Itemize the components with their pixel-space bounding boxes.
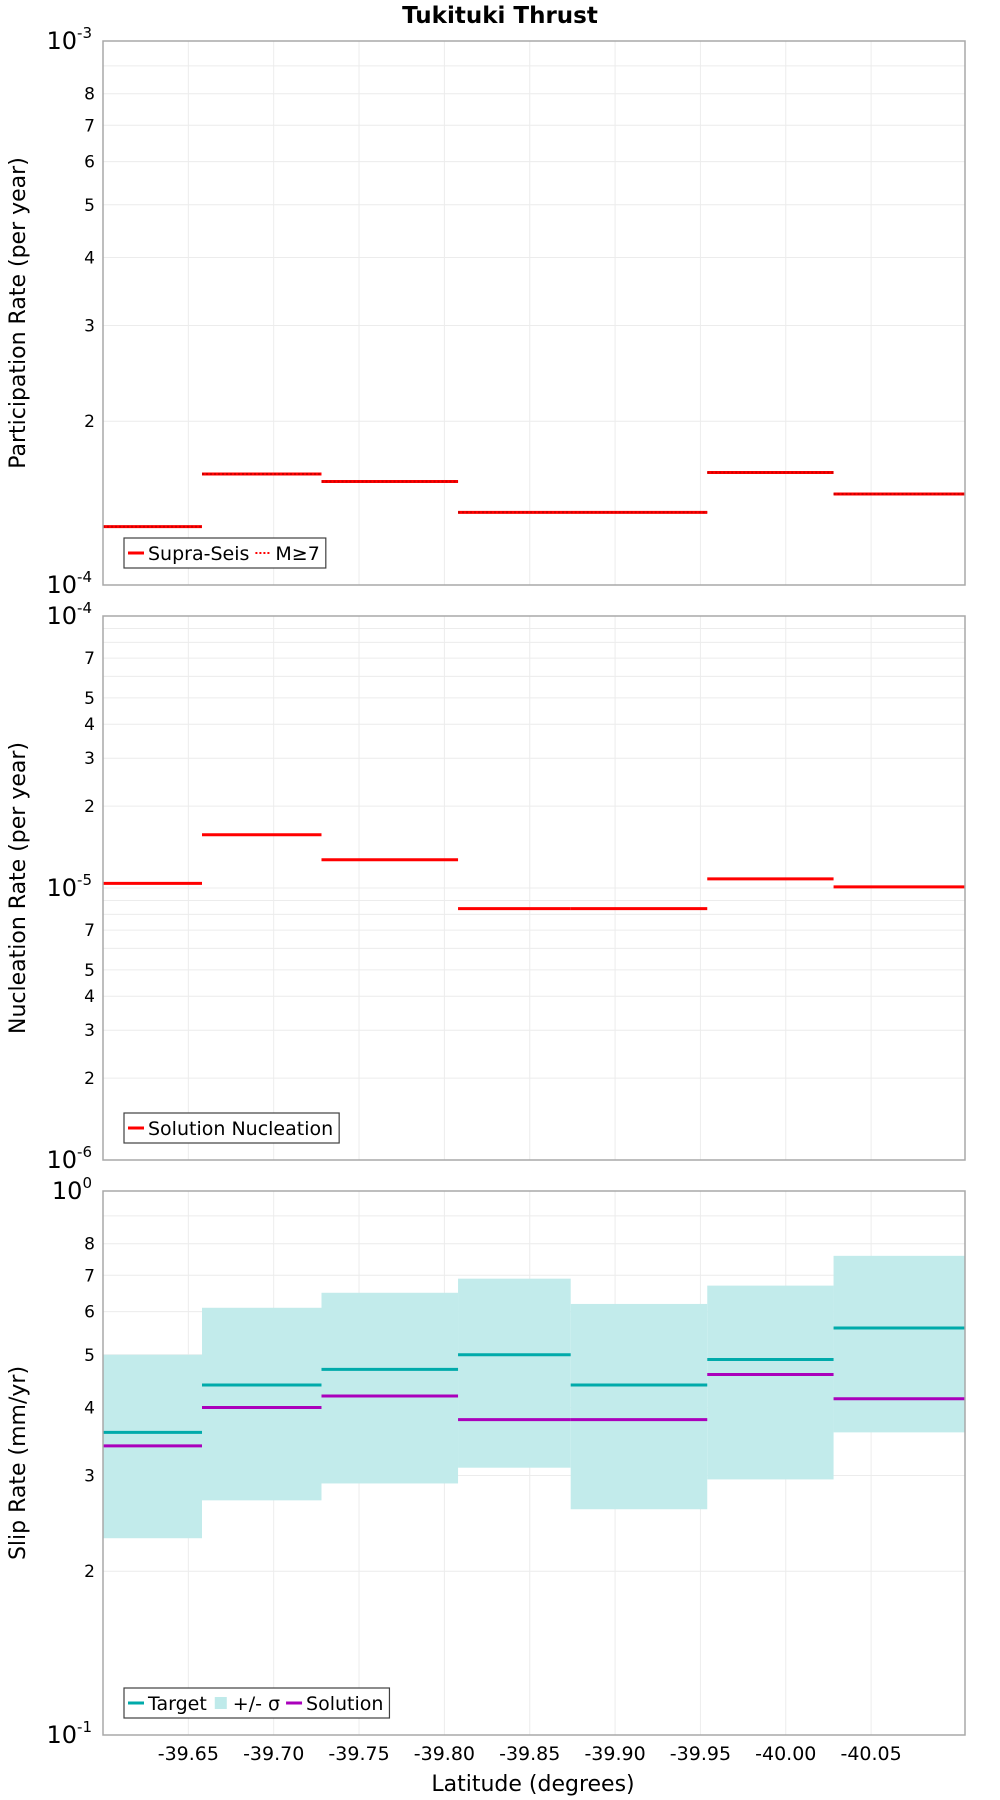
y-tick-label: 7 xyxy=(84,1266,95,1286)
x-axis-label: Latitude (degrees) xyxy=(431,1772,634,1797)
legend: Supra-Seis M≥7 xyxy=(123,537,327,569)
x-ticks: -39.65 -39.70 -39.75 -39.80 -39.85 -39.90 -39.… xyxy=(158,1743,902,1765)
legend-frame xyxy=(123,1687,391,1719)
x-tick-label: -39.80 xyxy=(414,1743,475,1765)
y-tick-label: 7 xyxy=(84,116,95,136)
legend-swatch xyxy=(214,1697,227,1709)
x-tick-label: -39.75 xyxy=(328,1743,389,1765)
y-decade-label: 10-6 xyxy=(46,1143,92,1174)
series-solution xyxy=(103,1372,965,1448)
y-tick-label: 4 xyxy=(84,715,95,735)
legend-label-m-7: M≥7 xyxy=(275,543,319,565)
sigma-band-segment xyxy=(202,1307,322,1501)
x-tick-label: -39.90 xyxy=(584,1743,645,1765)
y-decade-label: 10-1 xyxy=(46,1718,92,1749)
x-tick-label: -39.70 xyxy=(243,1743,304,1765)
series-m-7 xyxy=(103,471,965,528)
decade-exponent: 0 xyxy=(82,1174,92,1192)
legend: Target +/- σ Solution xyxy=(123,1687,391,1719)
legend-label-solution-nucleation: Solution Nucleation xyxy=(148,1118,333,1140)
sigma-band-segment xyxy=(570,1303,708,1510)
decade-base: 10 xyxy=(46,27,77,55)
y-axis-label: Nucleation Rate (per year) xyxy=(6,742,31,1034)
y-axis-label: Participation Rate (per year) xyxy=(6,157,31,469)
decade-exponent: -1 xyxy=(77,1718,92,1736)
legend-frame xyxy=(123,1112,340,1144)
y-tick-label: 2 xyxy=(84,1562,95,1582)
decade-base: 10 xyxy=(46,571,77,599)
y-tick-label: 2 xyxy=(84,412,95,432)
y-axis-label: Slip Rate (mm/yr) xyxy=(6,1366,31,1560)
decade-base: 10 xyxy=(46,1146,77,1174)
legend-label-target: Target xyxy=(147,1693,207,1715)
decade-exponent: -3 xyxy=(77,24,92,42)
x-tick-label: -39.65 xyxy=(158,1743,219,1765)
y-tick-label: 5 xyxy=(84,961,95,981)
x-tick-label: -39.95 xyxy=(670,1743,731,1765)
y-tick-label: 7 xyxy=(84,649,95,669)
series-target xyxy=(103,1326,965,1434)
y-tick-label: 5 xyxy=(84,1346,95,1366)
sigma-band-segment xyxy=(458,1278,571,1468)
decade-exponent: -4 xyxy=(77,568,92,586)
y-tick-label: 7 xyxy=(84,921,95,941)
sigma-band-segment xyxy=(707,1285,834,1480)
decade-exponent: -5 xyxy=(77,871,92,889)
plot-frame xyxy=(102,615,966,1161)
gridlines xyxy=(103,616,965,1161)
y-tick-label: 3 xyxy=(84,1466,95,1486)
y-tick-label: 4 xyxy=(84,987,95,1007)
decade-base: 10 xyxy=(46,1721,77,1749)
x-tick-label: -40.05 xyxy=(840,1743,901,1765)
sigma-band-segment xyxy=(321,1292,459,1484)
y-decade-label: 10-3 xyxy=(46,24,92,55)
decade-base: 10 xyxy=(52,1177,83,1205)
y-decade-label: 100 xyxy=(52,1174,92,1205)
y-tick-label: 6 xyxy=(84,1303,95,1323)
y-tick-label: 4 xyxy=(84,1398,95,1418)
chart-title: Tukituki Thrust xyxy=(402,3,598,29)
plot-frame xyxy=(102,1190,966,1736)
y-decade-label: 10-4 xyxy=(46,599,92,630)
plot-area xyxy=(103,41,965,585)
y-tick-label: 5 xyxy=(84,196,95,216)
x-tick-label: -39.85 xyxy=(499,1743,560,1765)
y-tick-label: 2 xyxy=(84,1069,95,1089)
y-tick-label: 5 xyxy=(84,689,95,709)
decade-base: 10 xyxy=(46,874,77,902)
y-decade-label: 10-4 xyxy=(46,568,92,599)
y-tick-label: 4 xyxy=(84,248,95,268)
decade-base: 10 xyxy=(46,602,77,630)
sigma-band-segment xyxy=(833,1255,965,1433)
y-tick-label: 2 xyxy=(84,797,95,817)
y-tick-label: 3 xyxy=(84,316,95,336)
y-tick-label: 3 xyxy=(84,1021,95,1041)
y-tick-label: 8 xyxy=(84,1235,95,1255)
y-decade-label: 10-5 xyxy=(46,871,92,902)
decade-exponent: -4 xyxy=(77,599,92,617)
legend-label-solution: Solution xyxy=(306,1693,383,1715)
legend-label-: +/- σ xyxy=(233,1693,280,1715)
x-tick-label: -40.00 xyxy=(755,1743,816,1765)
y-tick-label: 3 xyxy=(84,749,95,769)
legend-label-supra-seis: Supra-Seis xyxy=(148,543,249,565)
legend-frame xyxy=(123,537,327,569)
plot-frame xyxy=(102,40,966,586)
gridlines xyxy=(103,41,965,586)
series-solution-nucleation xyxy=(103,833,965,911)
decade-exponent: -6 xyxy=(77,1143,92,1161)
y-tick-label: 8 xyxy=(84,85,95,105)
y-tick-label: 6 xyxy=(84,153,95,173)
legend: Solution Nucleation xyxy=(123,1112,340,1144)
